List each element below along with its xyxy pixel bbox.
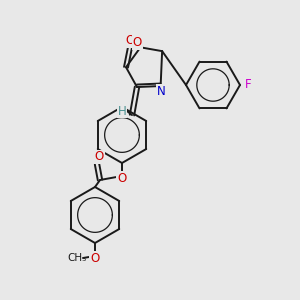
Text: O: O xyxy=(94,151,103,164)
Text: O: O xyxy=(133,36,142,49)
Text: F: F xyxy=(245,79,251,92)
Text: CH₃: CH₃ xyxy=(68,253,87,263)
Text: O: O xyxy=(117,172,127,184)
Text: H: H xyxy=(118,105,126,118)
Text: O: O xyxy=(90,251,100,265)
Text: O: O xyxy=(125,34,135,47)
Text: N: N xyxy=(157,85,166,98)
